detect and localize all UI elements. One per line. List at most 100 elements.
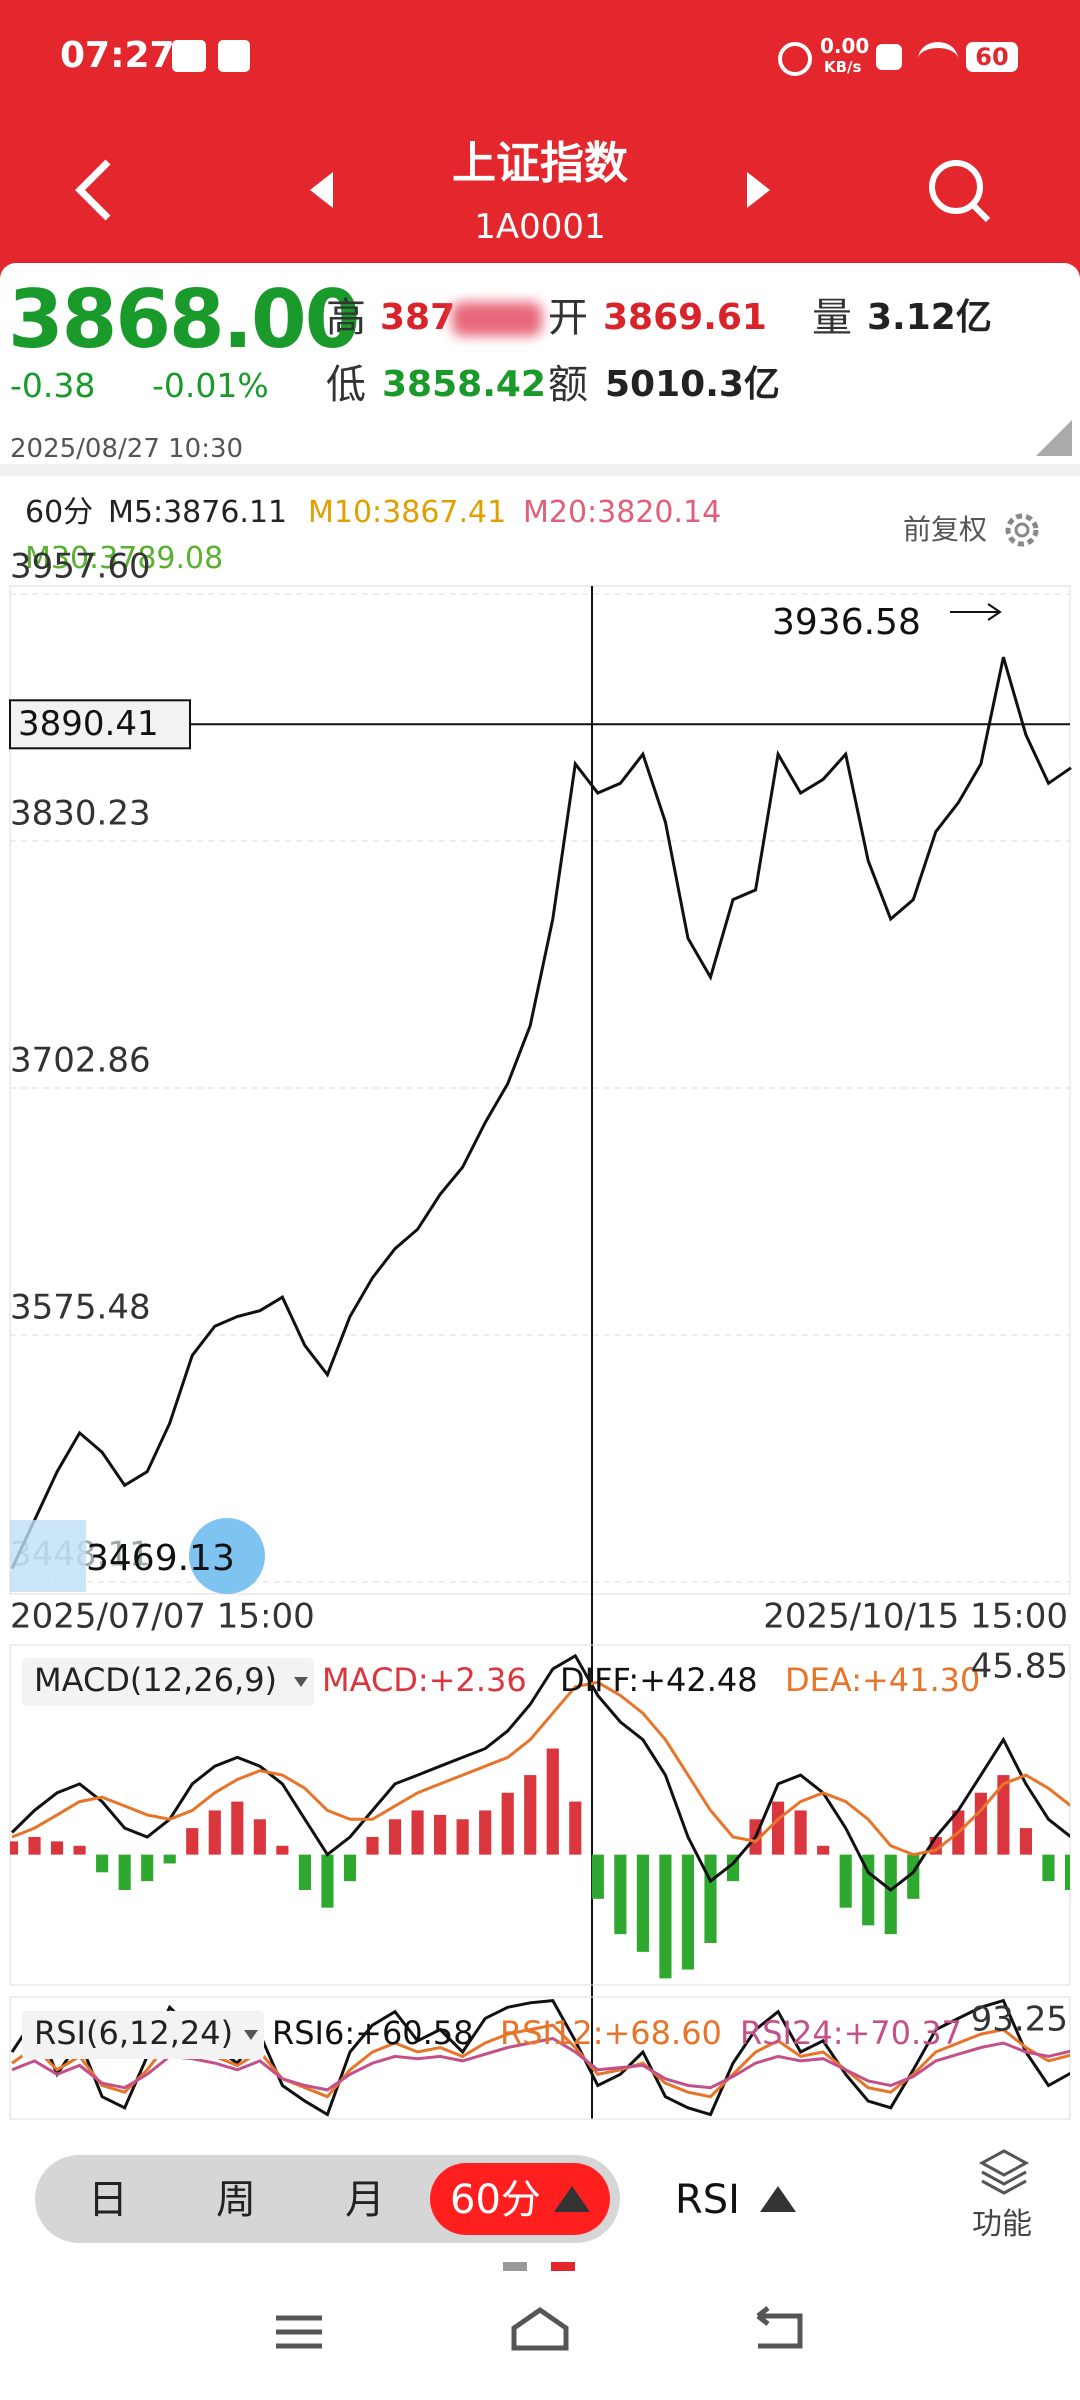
macd-bar	[704, 1854, 717, 1944]
ma20: M20:3820.14	[523, 495, 722, 530]
y-tick-label: 3702.86	[10, 1040, 151, 1080]
indicator-tab[interactable]: RSI	[675, 2177, 740, 2223]
amount-value: 5010.3亿	[605, 364, 780, 405]
macd-bar	[253, 1819, 266, 1855]
wifi-icon	[918, 42, 958, 76]
page-dot	[503, 2262, 527, 2271]
macd-bar	[817, 1845, 830, 1855]
drag-handle	[189, 1518, 265, 1594]
ma10: M10:3867.41	[308, 495, 507, 530]
indicator-select	[22, 1658, 314, 1706]
nav-home[interactable]	[511, 2306, 569, 2351]
app-icon	[218, 40, 250, 72]
macd-bar	[73, 1845, 86, 1855]
period-label: 60分	[25, 495, 94, 530]
panel-max: 45.85	[971, 1647, 1068, 1687]
macd-bar	[884, 1854, 897, 1935]
indicator-title: MACD(12,26,9)	[34, 1661, 277, 1699]
price: 3868.00	[8, 273, 360, 366]
period-tab[interactable]: 日	[88, 2177, 128, 2223]
macd-bar	[524, 1775, 537, 1855]
nav-bar	[276, 2306, 803, 2351]
nav-back[interactable]	[756, 2306, 803, 2349]
menu-label[interactable]: 功能	[972, 2207, 1032, 2242]
macd-bar	[997, 1775, 1010, 1855]
price-line	[10, 656, 1072, 1570]
ma30: M30:3789.08	[25, 541, 224, 576]
max-arrow	[950, 603, 1002, 621]
menu-icon[interactable]	[978, 2145, 1030, 2197]
macd-bar	[163, 1854, 176, 1864]
macd-bar	[118, 1854, 131, 1890]
next-button[interactable]	[747, 172, 770, 208]
back-button[interactable]	[75, 159, 111, 221]
y-tick-label: 3830.23	[10, 793, 151, 833]
y-tick-label: 3575.48	[10, 1288, 151, 1328]
period-tab[interactable]: 月	[345, 2177, 385, 2223]
price-panel	[9, 585, 1071, 1595]
macd-bar	[434, 1814, 447, 1855]
crosshair-label: 3890.41	[18, 704, 159, 744]
change-pct: -0.01%	[152, 366, 269, 405]
volume-label: 量	[812, 295, 852, 341]
indicator-dropdown	[244, 2030, 258, 2040]
low-value: 3858.42	[382, 364, 546, 405]
page-title: 上证指数	[452, 138, 628, 189]
macd-bar	[614, 1854, 627, 1935]
indicator-arrow[interactable]	[758, 2184, 798, 2214]
indicator-panel	[9, 1996, 1071, 2120]
nav-menu[interactable]	[276, 2315, 322, 2349]
high-label: 高	[326, 295, 366, 341]
macd-bar	[794, 1810, 807, 1855]
macd-bar	[411, 1810, 424, 1855]
open-label: 开	[548, 295, 588, 341]
macd-bar	[591, 1854, 604, 1899]
change: -0.38	[10, 366, 96, 405]
plot	[10, 1653, 1070, 1979]
battery: 60	[966, 42, 1018, 72]
indicator-panel	[9, 1644, 1071, 1986]
indicator-line	[10, 1653, 1070, 1892]
volume-value: 3.12亿	[867, 297, 992, 338]
indicator-line	[11, 1680, 1070, 1857]
open-value: 3869.61	[603, 297, 767, 338]
macd-bar	[1019, 1828, 1033, 1855]
amount-label: 额	[548, 362, 588, 408]
ma5: M5:3876.11	[108, 495, 288, 530]
expand-corner[interactable]	[1036, 420, 1072, 456]
macd-bar	[862, 1854, 875, 1926]
macd-bar	[1064, 1854, 1070, 1890]
macd-bar	[208, 1810, 221, 1855]
adjust-button[interactable]: 前复权	[903, 513, 988, 546]
page-dot-active	[551, 2262, 575, 2271]
macd-bar	[388, 1819, 402, 1855]
macd-bar	[186, 1828, 199, 1855]
legend-entry: RSI12:+68.60	[500, 2014, 722, 2052]
net-unit: KB/s	[824, 58, 862, 76]
macd-bar	[28, 1836, 41, 1855]
legend-entry: RSI24:+70.37	[740, 2014, 962, 2052]
period-tab[interactable]: 周	[216, 2177, 256, 2223]
macd-bar	[839, 1854, 852, 1908]
sim-icon	[876, 44, 902, 70]
panel-max: 93.25	[971, 2000, 1068, 2040]
alarm-icon	[778, 42, 812, 76]
period-tab[interactable]: 60分	[450, 2177, 541, 2223]
status-time: 07:27	[60, 35, 175, 76]
x-end: 2025/10/15 15:00	[763, 1597, 1068, 1637]
macd-bar	[10, 1841, 19, 1855]
macd-bar	[974, 1792, 987, 1855]
macd-bar	[456, 1819, 469, 1855]
prev-button[interactable]	[310, 172, 333, 208]
search-button[interactable]	[929, 160, 983, 214]
period-arrow[interactable]	[552, 2184, 592, 2214]
indicator-title: RSI(6,12,24)	[34, 2014, 233, 2052]
quote-time: 2025/08/27 10:30	[10, 434, 244, 464]
legend-entry: RSI6:+60.58	[272, 2014, 474, 2052]
indicator-dropdown	[294, 1677, 308, 1687]
header-icons	[75, 159, 991, 223]
macd-bar	[298, 1854, 311, 1890]
settings-icon[interactable]	[1002, 510, 1042, 550]
macd-bar	[546, 1748, 559, 1855]
low-label: 低	[326, 362, 366, 408]
